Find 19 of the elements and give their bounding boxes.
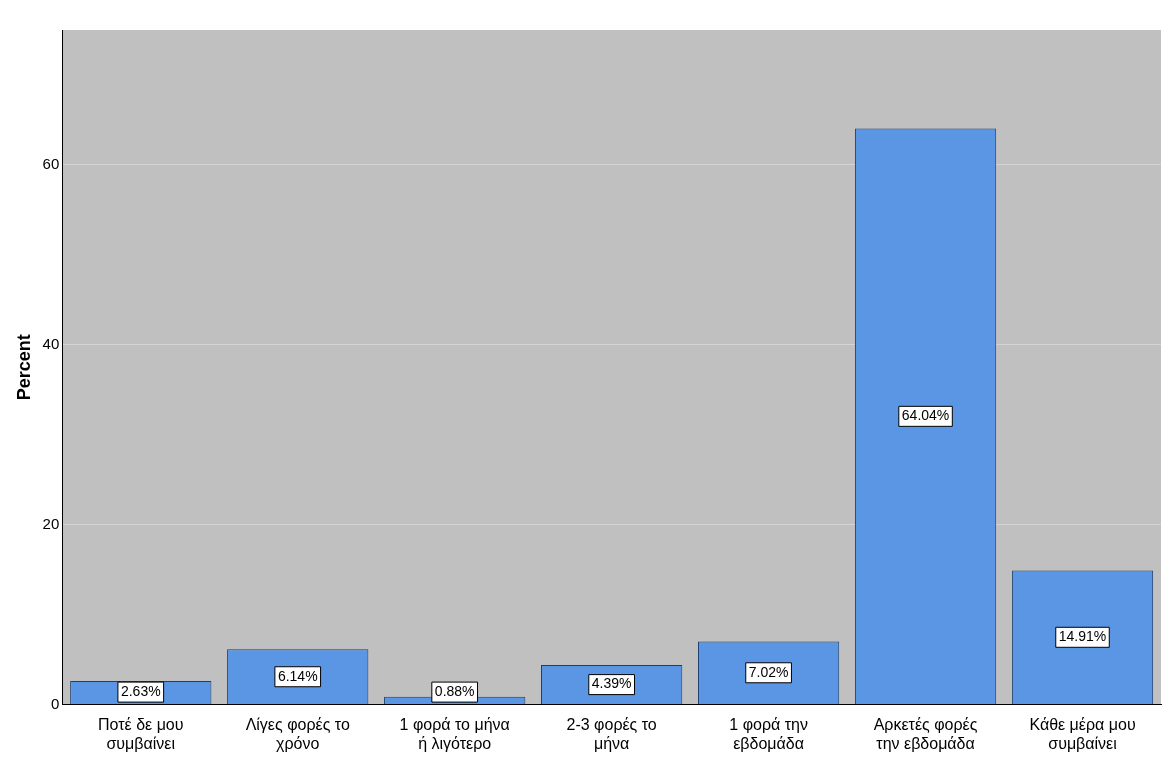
x-tick-label: Ποτέ δε μου συμβαίνει: [98, 715, 184, 752]
y-tick-label: 60: [42, 155, 60, 173]
y-tick-label: 20: [42, 514, 60, 532]
data-label: 2.63%: [120, 682, 161, 699]
data-label: 14.91%: [1058, 628, 1107, 645]
data-label: 6.14%: [277, 667, 318, 684]
x-tick-label: 2-3 φορές το μήνα: [566, 715, 657, 752]
y-axis-title: Percent: [13, 334, 34, 401]
data-label: 64.04%: [901, 407, 950, 424]
data-label: 7.02%: [748, 663, 789, 680]
data-label: 4.39%: [591, 675, 632, 692]
y-tick-label: 40: [42, 334, 60, 352]
x-tick-label: Λίγες φορές το χρόνο: [245, 715, 350, 752]
x-tick-label: 1 φορά την εβδομάδα: [729, 715, 808, 752]
data-label: 0.88%: [434, 682, 475, 699]
x-tick-label: Κάθε μέρα μου συμβαίνει: [1029, 715, 1136, 752]
x-tick-label: Αρκετές φορές την εβδομάδα: [873, 715, 978, 752]
x-tick-label: 1 φορά το μήνα ή λιγότερο: [399, 715, 510, 752]
y-tick-label: 0: [50, 694, 60, 712]
